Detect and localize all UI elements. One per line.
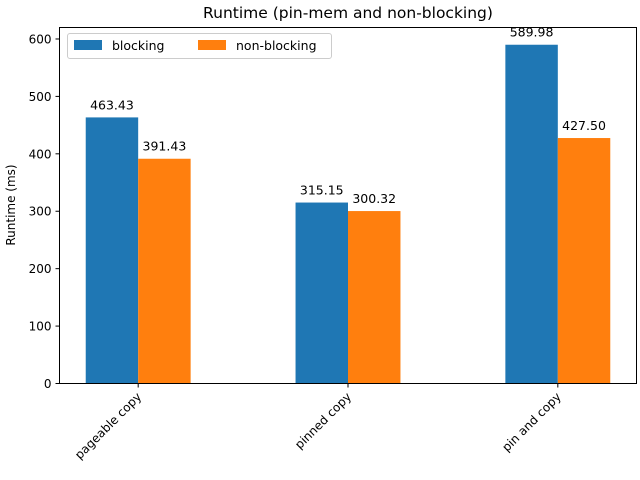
bar-value-label: 427.50 bbox=[562, 118, 606, 133]
y-tick-label: 600 bbox=[29, 32, 52, 46]
legend-label-non-blocking: non-blocking bbox=[236, 38, 317, 53]
bar-blocking-2 bbox=[505, 44, 558, 384]
y-tick-label: 0 bbox=[44, 377, 52, 391]
y-tick-label: 500 bbox=[29, 90, 52, 104]
bar-labels-group: 463.43 315.15 589.98 391.43 300.32 427.50 bbox=[90, 25, 606, 206]
x-axis-ticks: pageable copy pinned copy pin and copy bbox=[72, 383, 564, 462]
bar-value-label: 300.32 bbox=[352, 191, 396, 206]
bar-non-blocking-1 bbox=[348, 211, 401, 384]
bar-value-label: 589.98 bbox=[510, 25, 554, 40]
legend-label-blocking: blocking bbox=[112, 38, 165, 53]
bar-non-blocking-0 bbox=[138, 158, 191, 384]
plot-frame bbox=[59, 27, 637, 384]
legend: blocking non-blocking bbox=[67, 33, 332, 59]
bars-group bbox=[85, 44, 611, 384]
bar-blocking-1 bbox=[295, 202, 348, 384]
bar-value-label: 315.15 bbox=[300, 183, 344, 198]
bar-value-label: 391.43 bbox=[143, 139, 187, 154]
x-tick-label: pinned copy bbox=[292, 390, 354, 452]
y-axis-label: Runtime (ms) bbox=[4, 164, 18, 245]
legend-swatch-non-blocking bbox=[198, 40, 226, 50]
chart-title: Runtime (pin-mem and non-blocking) bbox=[203, 4, 493, 22]
bar-non-blocking-2 bbox=[557, 138, 611, 384]
y-tick-label: 400 bbox=[29, 147, 52, 161]
x-tick-label: pin and copy bbox=[499, 390, 564, 455]
bar-blocking-0 bbox=[85, 117, 139, 384]
y-axis-ticks: 0 100 200 300 400 500 600 bbox=[29, 32, 60, 391]
y-tick-label: 200 bbox=[29, 262, 52, 276]
legend-swatch-blocking bbox=[74, 40, 102, 50]
bar-value-label: 463.43 bbox=[90, 97, 134, 112]
x-tick-label: pageable copy bbox=[72, 390, 144, 462]
y-tick-label: 300 bbox=[29, 205, 52, 219]
y-tick-label: 100 bbox=[29, 320, 52, 334]
